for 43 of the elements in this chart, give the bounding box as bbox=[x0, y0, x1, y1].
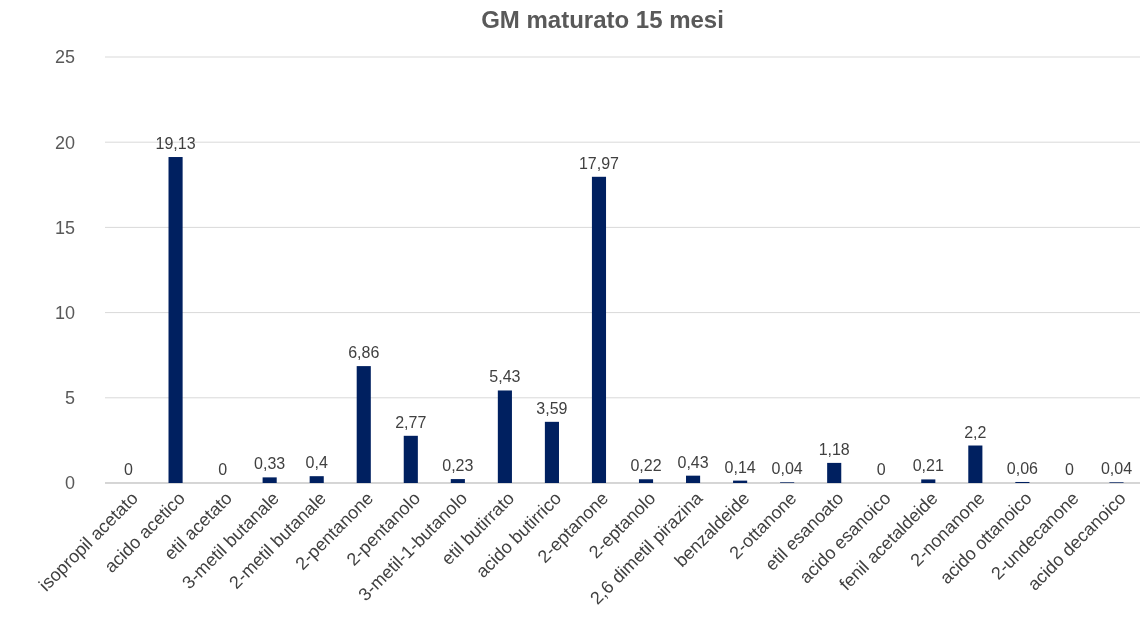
data-label: 0 bbox=[218, 461, 228, 478]
data-label: 0,22 bbox=[630, 457, 662, 475]
y-tick-label: 20 bbox=[54, 132, 75, 153]
data-label: 1,18 bbox=[818, 440, 850, 458]
y-tick-label: 10 bbox=[54, 302, 75, 323]
data-label: 0,4 bbox=[305, 454, 328, 472]
y-tick-label: 0 bbox=[64, 473, 75, 494]
bar bbox=[403, 435, 418, 483]
data-label: 0,06 bbox=[1006, 459, 1039, 477]
bar bbox=[450, 479, 465, 483]
bar bbox=[591, 176, 607, 483]
bar bbox=[544, 421, 559, 483]
bar bbox=[497, 390, 512, 483]
bar bbox=[921, 479, 936, 483]
chart-title: GM maturato 15 mesi bbox=[481, 6, 724, 33]
data-label: 0,33 bbox=[254, 455, 286, 473]
y-tick-label: 25 bbox=[54, 47, 75, 68]
data-label: 2,2 bbox=[964, 423, 987, 441]
bar bbox=[309, 476, 324, 483]
data-label: 0,04 bbox=[771, 460, 803, 478]
data-label: 0 bbox=[876, 461, 886, 478]
y-tick-label: 15 bbox=[54, 217, 75, 238]
data-label: 3,59 bbox=[536, 399, 568, 417]
bar bbox=[168, 157, 183, 483]
data-label: 0 bbox=[1064, 461, 1074, 478]
data-label: 17,97 bbox=[578, 154, 620, 172]
data-label: 19,13 bbox=[155, 135, 196, 153]
data-label: 0,43 bbox=[677, 453, 709, 471]
bar bbox=[968, 445, 983, 483]
data-label: 6,86 bbox=[348, 344, 380, 362]
data-label: 0 bbox=[124, 461, 134, 478]
data-label: 0,14 bbox=[724, 458, 756, 476]
bar bbox=[356, 366, 371, 483]
bar bbox=[262, 477, 277, 483]
bar bbox=[686, 475, 701, 483]
bar bbox=[638, 479, 654, 483]
data-label: 0,23 bbox=[442, 457, 474, 475]
y-tick-label: 5 bbox=[64, 388, 75, 409]
data-label: 0,04 bbox=[1100, 460, 1133, 478]
bar bbox=[827, 462, 842, 483]
data-label: 5,43 bbox=[489, 368, 521, 386]
data-label: 2,77 bbox=[395, 413, 427, 431]
data-label: 0,21 bbox=[912, 457, 944, 475]
